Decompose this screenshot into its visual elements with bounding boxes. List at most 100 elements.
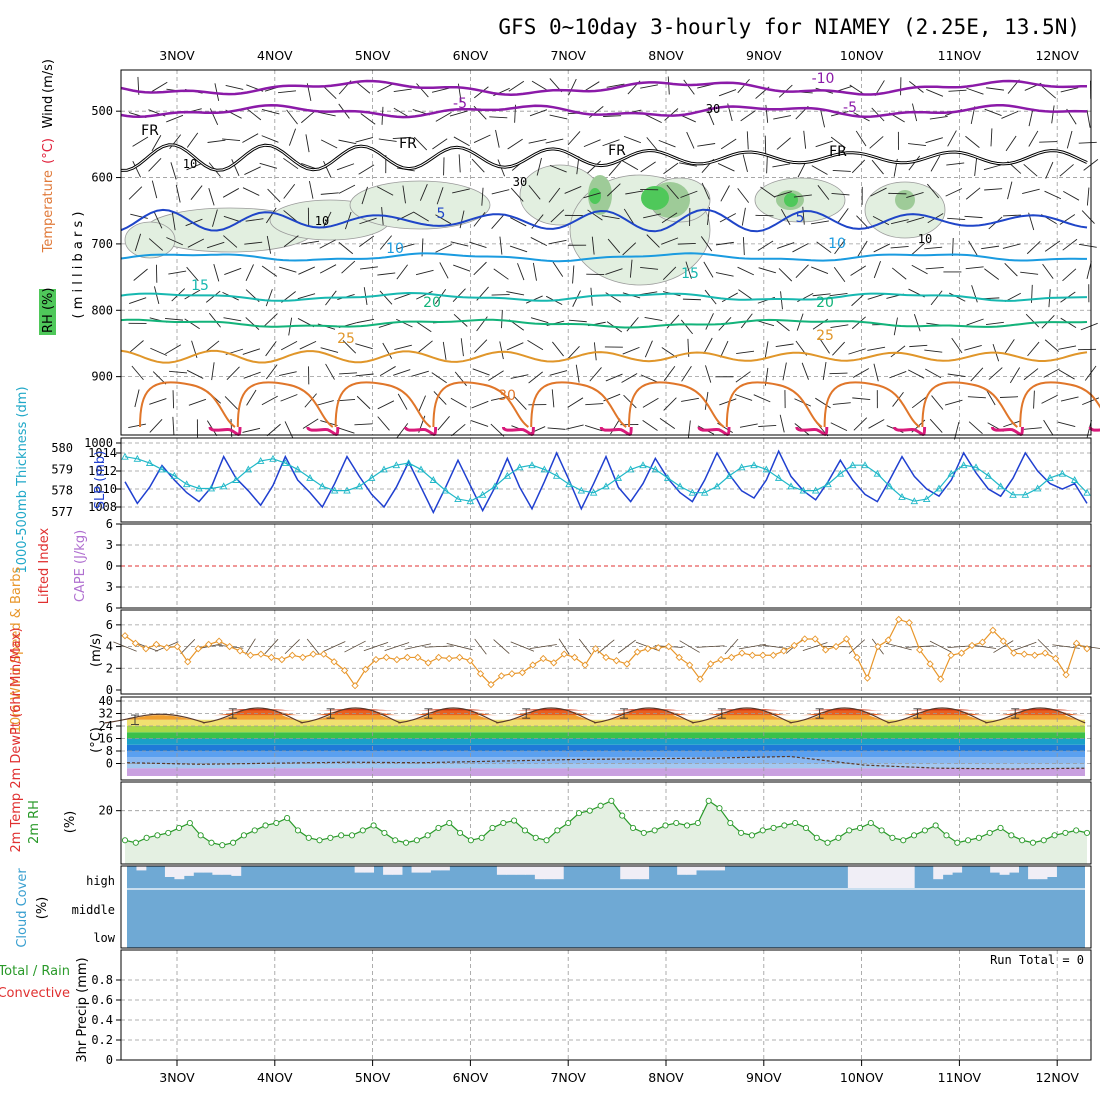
wind-barb bbox=[990, 128, 993, 147]
wind-barb bbox=[640, 374, 658, 383]
cape-tick-label: 0 bbox=[106, 559, 113, 573]
wind-barb bbox=[606, 83, 625, 88]
wind-barb bbox=[888, 192, 907, 195]
thickness-point bbox=[873, 469, 882, 477]
wind-barb bbox=[525, 295, 543, 304]
rh-point bbox=[521, 827, 528, 834]
thickness-point bbox=[417, 465, 425, 473]
wind-barb bbox=[988, 367, 1003, 380]
wind-speed-point bbox=[644, 645, 652, 653]
wind-barb bbox=[416, 321, 432, 333]
wind-barb bbox=[244, 166, 261, 175]
slp-tick-label: 1010 bbox=[88, 482, 117, 496]
wind-barb bbox=[222, 138, 241, 142]
wind-barb bbox=[925, 267, 944, 270]
date-label-top: 9NOV bbox=[746, 48, 782, 63]
cloud-high-gap bbox=[904, 866, 915, 888]
wind-barb bbox=[803, 130, 807, 149]
cape-tick-label: 3 bbox=[106, 538, 113, 552]
isotherm-label-5: 5 bbox=[437, 206, 446, 222]
wind-barb bbox=[265, 207, 277, 224]
date-label-bottom: 11NOV bbox=[938, 1070, 982, 1085]
wind-barb bbox=[175, 184, 181, 203]
wind-barb-10m bbox=[446, 642, 473, 651]
wind-barb bbox=[473, 134, 491, 143]
temp-minmax-bar bbox=[913, 708, 922, 719]
wind-barb bbox=[208, 312, 221, 328]
wind-barb bbox=[491, 189, 510, 195]
thickness-point bbox=[244, 465, 253, 473]
wind-barb bbox=[1057, 421, 1076, 427]
wind-barb bbox=[513, 396, 527, 410]
rh-point bbox=[738, 829, 745, 836]
wind-barb bbox=[640, 266, 659, 270]
wind-barb bbox=[819, 338, 830, 354]
run-total-label: Run Total = 0 bbox=[990, 953, 1084, 967]
isotherm-30-arch bbox=[823, 381, 921, 428]
wind-barb bbox=[471, 158, 485, 173]
wind-barb bbox=[436, 187, 444, 205]
temp-warm-band bbox=[701, 708, 792, 711]
wind-barb bbox=[970, 367, 984, 382]
date-label-top: 11NOV bbox=[938, 48, 982, 63]
isotherm-30-arch bbox=[628, 381, 725, 428]
wind-barb bbox=[1042, 263, 1054, 279]
isotherm-25 bbox=[120, 349, 1088, 364]
thickness-point bbox=[1083, 488, 1091, 496]
wind-barb bbox=[377, 186, 394, 196]
rh-point bbox=[629, 824, 637, 831]
wind-barb bbox=[528, 371, 543, 384]
wind-barb bbox=[952, 237, 954, 257]
wind-barb bbox=[128, 186, 143, 200]
wind-barb bbox=[1027, 341, 1040, 357]
slp-tick-label: 1014 bbox=[88, 446, 117, 460]
rh-point bbox=[500, 819, 507, 827]
wind-barb bbox=[967, 396, 986, 399]
wind-barb bbox=[280, 394, 298, 402]
rh-unit: (%) bbox=[63, 811, 78, 834]
wind-barb bbox=[356, 395, 371, 410]
wind-speed-point bbox=[769, 651, 777, 659]
wind-barb bbox=[966, 318, 984, 326]
wind-barb bbox=[279, 371, 297, 377]
wind-speed-point bbox=[1031, 651, 1039, 659]
isotherm-35-arch bbox=[306, 426, 340, 436]
wind-barb bbox=[245, 218, 264, 222]
isotherm-label--10: -10 bbox=[812, 71, 835, 87]
rh-contour-label: 30 bbox=[706, 102, 720, 116]
wind-barb bbox=[490, 423, 505, 437]
wind-barb bbox=[377, 416, 390, 431]
wind-barb bbox=[305, 134, 310, 153]
wind-barb bbox=[187, 238, 205, 248]
rh-point bbox=[651, 827, 658, 834]
wind-barb bbox=[682, 298, 701, 301]
wind-barb bbox=[452, 288, 466, 303]
precip-tick-label: 0.8 bbox=[91, 973, 113, 987]
wind-barb bbox=[930, 290, 943, 306]
thickness-point bbox=[454, 495, 462, 503]
wind-barb bbox=[566, 346, 580, 360]
wind-barb bbox=[757, 240, 774, 252]
rh-point bbox=[824, 839, 831, 846]
wind-barb bbox=[605, 268, 623, 275]
wind-barb bbox=[890, 219, 909, 225]
wind-barb bbox=[908, 155, 921, 171]
wind-barb bbox=[431, 372, 447, 384]
wind-barb-10m bbox=[558, 638, 570, 655]
pressure-tick-label: 600 bbox=[91, 171, 113, 185]
wind-barb bbox=[589, 367, 602, 382]
thickness-point bbox=[441, 486, 450, 494]
wind-barb bbox=[337, 398, 356, 402]
wind-barb bbox=[644, 340, 653, 358]
rh-point bbox=[608, 797, 615, 804]
wind-speed-point bbox=[309, 650, 317, 658]
thickness-point bbox=[972, 463, 980, 471]
cloud-high-gap bbox=[506, 866, 517, 875]
wind-barb bbox=[856, 215, 870, 229]
wind-barb bbox=[778, 268, 793, 282]
wind-barb bbox=[336, 163, 355, 171]
temp-warm-band bbox=[506, 708, 597, 711]
wind-speed-point bbox=[340, 666, 349, 675]
wind-speed-point bbox=[905, 619, 913, 627]
wind-barb bbox=[1059, 164, 1074, 177]
